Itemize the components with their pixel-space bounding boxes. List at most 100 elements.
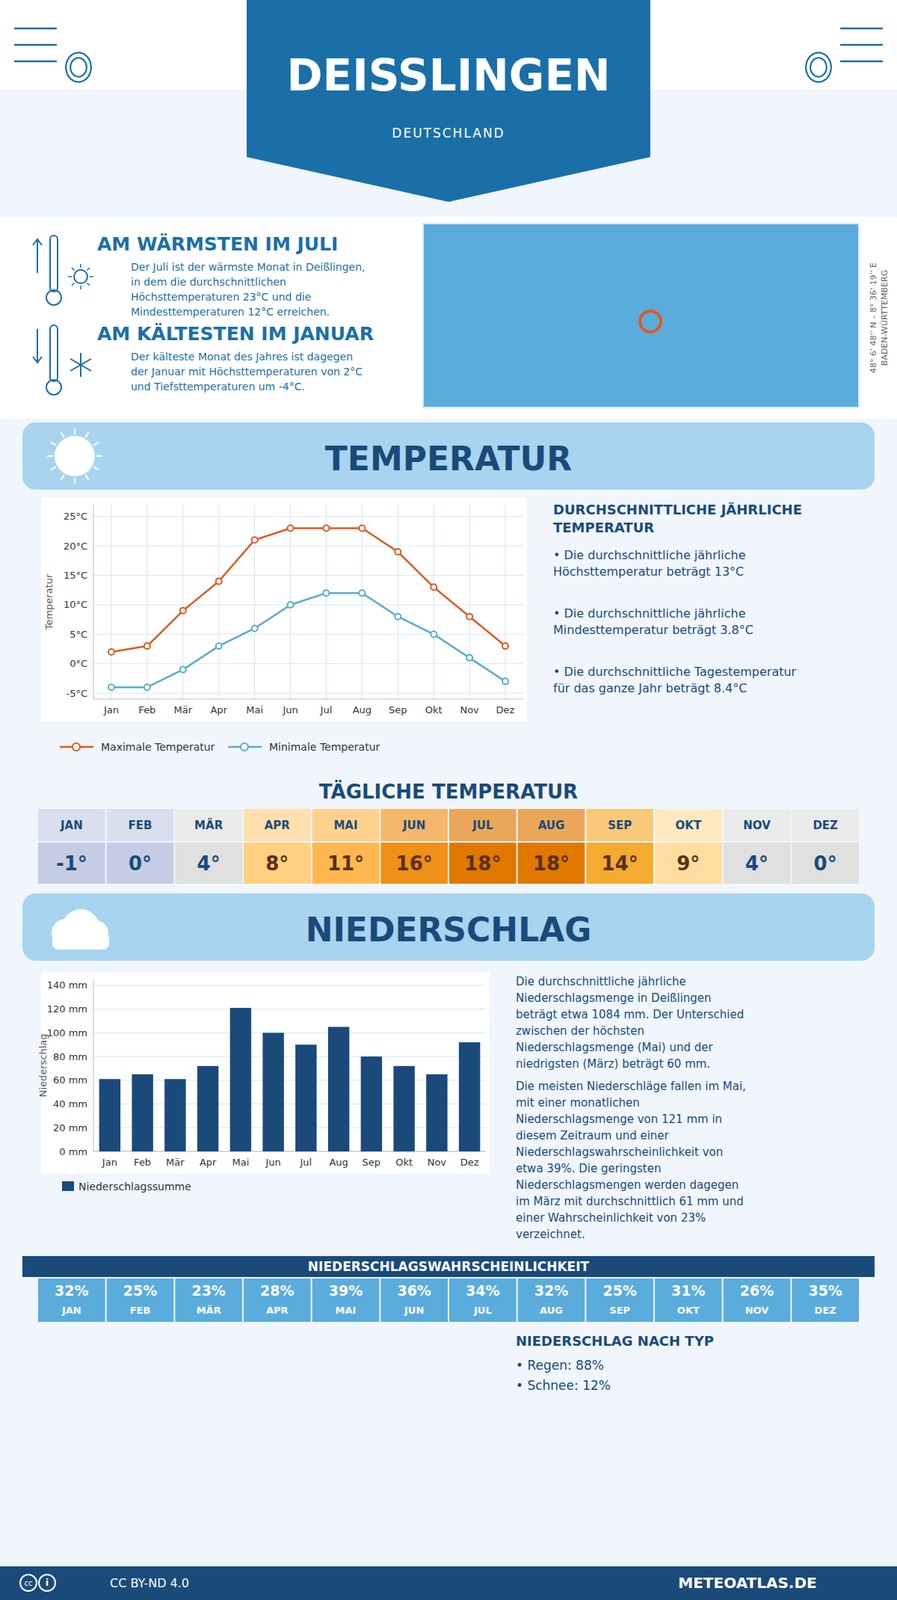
note: • Die durchschnittliche jährlicheMindest…: [553, 606, 754, 637]
tick-label: Nov: [459, 704, 480, 716]
sun-ray: [71, 267, 75, 271]
note: Die durchschnittliche jährlicheNiedersch…: [515, 974, 744, 1071]
page: DEISSLINGENDEUTSCHLANDAM WÄRMSTEN IM JUL…: [0, 0, 897, 1600]
table-header: MÄR: [196, 1304, 222, 1316]
sun-ray: [74, 477, 76, 484]
data-label: 35%: [808, 1281, 842, 1299]
table-cell: [654, 1278, 723, 1322]
text-line: DEISSLINGEN: [286, 50, 610, 101]
text-line: i: [45, 1576, 49, 1588]
table-header-cell: [312, 808, 380, 841]
wind-swirl: [810, 57, 827, 77]
tick-label: 20 mm: [53, 1121, 88, 1134]
sun-ray: [96, 455, 103, 457]
text-line: Dez: [496, 704, 516, 716]
tick-label: 15°C: [63, 569, 88, 581]
tick-label: Okt: [395, 1156, 413, 1168]
thermometer-bulb: [46, 290, 62, 305]
table-title: TÄGLICHE TEMPERATUR: [319, 779, 578, 803]
grid-line: [93, 574, 524, 576]
sun-ray: [61, 432, 65, 438]
data-label: 4°: [745, 852, 769, 875]
text-line: Niederschlagsmenge (Mai) und der: [515, 1040, 714, 1054]
sun-ray: [79, 263, 82, 268]
tick-label: Apr: [210, 704, 228, 716]
arrow: [36, 328, 39, 363]
marker: [287, 601, 294, 608]
tick-label: 0 mm: [59, 1145, 88, 1158]
map: [423, 224, 859, 407]
table-header-cell: [243, 808, 311, 841]
text-line: -1°: [56, 852, 88, 875]
table-cell: [243, 1278, 311, 1322]
table-header: FEB: [128, 818, 153, 832]
table-header-cell: [791, 808, 859, 841]
tick-label: Mai: [245, 704, 264, 716]
table-cell: [174, 842, 243, 884]
text-line: Okt: [425, 704, 443, 716]
sun-ray: [74, 428, 76, 435]
tick-label: Okt: [425, 704, 443, 716]
sun-ray: [89, 275, 94, 278]
text-line: TÄGLICHE TEMPERATUR: [319, 779, 578, 803]
info-text: Der kälteste Monat des Jahres ist dagege…: [130, 350, 363, 393]
table-header: JAN: [61, 1304, 82, 1316]
text-line: 18°: [464, 852, 501, 875]
text-line: Apr: [210, 704, 228, 716]
wind-line: [14, 27, 57, 30]
text-line: in dem die durchschnittlichen: [130, 275, 287, 288]
grid: [93, 985, 486, 1152]
text-line: der Januar mit Höchsttemperaturen von 2°…: [130, 365, 363, 378]
line: [111, 592, 506, 687]
plot-area: [99, 1007, 481, 1152]
text-line: 34%: [465, 1281, 500, 1299]
info-title: AM KÄLTESTEN IM JANUAR: [97, 322, 374, 345]
data-label: 16°: [396, 852, 433, 875]
text-line: etwa 39%. Die geringsten: [515, 1161, 661, 1176]
info-title: AM WÄRMSTEN IM JULI: [97, 232, 338, 255]
text-line: AM WÄRMSTEN IM JULI: [97, 232, 338, 255]
tick-label: Apr: [199, 1156, 217, 1168]
tick-label: Jun: [281, 704, 298, 716]
text-line: Mai: [231, 1156, 249, 1168]
text-line: Niederschlagsmenge von 121 mm in: [515, 1112, 723, 1126]
text-line: 35%: [808, 1281, 842, 1299]
bar: [262, 1032, 284, 1152]
sun-ray: [79, 285, 82, 290]
wind-line: [840, 60, 883, 63]
text-line: 9°: [676, 852, 700, 875]
text-line: Der kälteste Monat des Jahres ist dagege…: [130, 350, 353, 363]
text-line: 0°: [128, 852, 152, 875]
sun-icon: [74, 269, 88, 284]
text-line: Maximale Temperatur: [100, 740, 216, 753]
page-title: DEISSLINGEN: [286, 50, 610, 101]
grid-line: [93, 984, 486, 986]
legend-marker: [240, 743, 249, 751]
text-line: Feb: [133, 1156, 151, 1168]
table-cell: [106, 1278, 175, 1322]
text-line: im März mit durchschnittlich 61 mm und: [515, 1194, 744, 1208]
text-line: Aug: [352, 704, 372, 716]
text-line: 120 mm: [47, 1003, 88, 1015]
table-cell: [586, 1278, 654, 1322]
text-line: einer Wahrscheinlichkeit von 23%: [515, 1210, 706, 1225]
thermometer: [50, 235, 58, 292]
text-line: Mär: [165, 1156, 185, 1168]
table-header: SEP: [609, 1304, 631, 1316]
bar: [295, 1044, 317, 1152]
text-line: niedrigsten (März) beträgt 60 mm.: [515, 1056, 711, 1071]
marker: [108, 683, 115, 690]
tick-label: 20°C: [63, 540, 88, 552]
sun-ray: [61, 474, 65, 480]
bar: [164, 1078, 186, 1152]
sun-ray: [47, 455, 54, 457]
sun-ray: [50, 442, 57, 446]
text-line: Niederschlagssumme: [78, 1180, 192, 1193]
text-line: Jun: [264, 1156, 281, 1168]
text-line: Sep: [362, 1156, 382, 1168]
sun-ray: [71, 282, 75, 286]
text-line: 25%: [602, 1281, 637, 1299]
table-header: JAN: [59, 818, 83, 832]
sun-ray: [68, 275, 72, 278]
grid-line: [93, 692, 524, 694]
